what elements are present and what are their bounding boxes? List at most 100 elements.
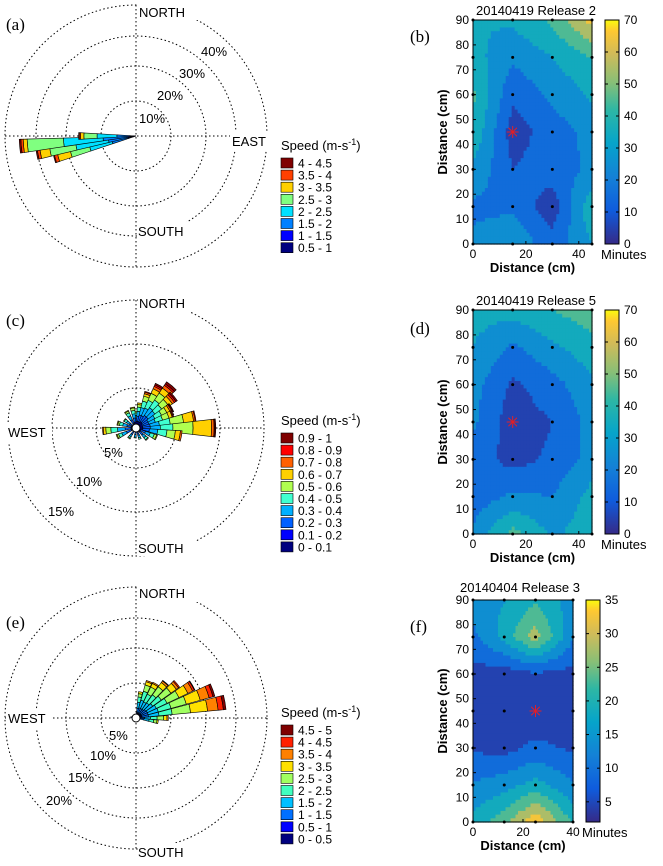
chart-title-b: 20140419 Release 2 [476,3,596,18]
y-tick-label: 0 [462,237,469,251]
legend-swatch [281,206,293,216]
panel-label-b: (b) [410,27,430,46]
windrose-petals-a [19,133,136,163]
calm-circle [132,424,140,432]
sample-point [551,56,554,59]
y-axis-label: Distance (cm) [435,89,450,174]
ring-label: 40% [201,44,227,59]
petal-segment [157,429,167,436]
ring-label: 5% [104,445,123,460]
colorbar-tick-label: 60 [624,45,638,59]
colorbar-label: Minutes [601,247,647,262]
x-tick-label: 40 [572,247,586,261]
colorbar-tick-label: 10 [624,205,638,219]
y-tick-label: 40 [456,137,470,151]
ring-label: 10% [139,111,165,126]
sample-point [551,168,554,171]
y-tick-label: 90 [456,13,470,27]
colorbar-tick-label: 20 [624,173,638,187]
legend-swatch [281,433,293,443]
release-point-marker [507,126,519,138]
petal-segment [111,427,118,433]
legend-swatch [281,457,293,467]
colorbar-tick-label: 40 [624,109,638,123]
legend-swatch [281,182,293,192]
chart-title-d: 20140419 Release 5 [476,293,596,308]
compass-south-a: SOUTH [138,224,184,239]
legend-swatch [281,445,293,455]
ring-label: 30% [179,66,205,81]
compass-north-c: NORTH [139,296,185,311]
panel-d-heatmap: (d) 20140419 Release 5 01020304050607080… [410,293,647,565]
y-tick-label: 60 [456,88,470,102]
legend-swatch [281,494,293,504]
legend-swatch [281,469,293,479]
compass-west-c: WEST [8,425,46,440]
petal-segment [84,133,97,139]
ring-labels-c: 5% 10% 15% [48,445,123,519]
legend-label: 0 - 0.1 [298,540,332,554]
legend-swatch [281,518,293,528]
x-tick-label: 0 [470,247,477,261]
ring-label: 15% [48,504,74,519]
legend-swatch [281,170,293,180]
petal-segment [81,133,84,140]
legend-title: Speed (m-s-1) [281,137,361,153]
compass-east-a: EAST [232,134,266,149]
legend-swatch [281,158,293,168]
petal-segment [134,437,136,438]
sample-point [511,168,514,171]
ring-label: 10% [76,474,102,489]
sample-point [551,93,554,96]
speed-legend-a: Speed (m-s-1)4 - 4.53.5 - 43 - 3.52.5 - … [281,137,361,255]
legend-swatch [281,219,293,229]
sample-point [511,56,514,59]
sample-point [511,205,514,208]
legend-swatch [281,231,293,241]
petal-segment [106,427,112,434]
y-tick-label: 20 [456,187,470,201]
y-tick-label: 30 [456,162,470,176]
ring-label: 20% [157,88,183,103]
compass-north-a: NORTH [139,5,185,20]
speed-legend-c: Speed (m-s-1)0.9 - 10.8 - 0.90.7 - 0.80.… [281,412,361,554]
y-tick-label: 80 [456,38,470,52]
sample-point [511,93,514,96]
panel-label-a: (a) [6,15,25,34]
legend-swatch [281,530,293,540]
panel-c-windrose: (c) NORTH SOUTH WEST 5% 10% 15% Speed (m… [6,294,361,556]
legend-swatch [281,243,293,253]
y-tick-label: 50 [456,113,470,127]
petal-segment [130,136,134,137]
colorbar-tick-label: 50 [624,77,638,91]
compass-south-c: SOUTH [138,541,184,556]
petal-segment [79,133,80,140]
legend-swatch [281,506,293,516]
legend-swatch [281,542,293,552]
windrose-petals-c [102,382,215,441]
y-tick-label: 10 [456,212,470,226]
y-tick-label: 70 [456,63,470,77]
colorbar [605,20,619,244]
ring-labels-a: 10% 20% 30% 40% [139,44,227,126]
legend-title: Speed (m-s-1) [281,412,361,428]
colorbar-tick-label: 30 [624,141,638,155]
legend-swatch [281,481,293,491]
panel-a-windrose: (a) NORTH SOUTH EAST 10% 20% 30% 40% Spe… [5,2,361,267]
panel-label-c: (c) [6,311,25,330]
petal-segment [118,428,126,432]
panel-b-heatmap: (b) 20140419 Release 2 0 10 20 30 40 50 60 70 80… [410,3,647,275]
colorbar-tick-label: 70 [624,13,638,27]
sample-point [551,205,554,208]
petal-segment [193,419,212,436]
legend-label: 0.5 - 1 [298,241,332,255]
x-axis-label: Distance (cm) [490,260,575,275]
x-tick-label: 20 [519,247,533,261]
sample-point [551,131,554,134]
petal-segment [138,437,141,439]
legend-swatch [281,194,293,204]
panel-label-d: (d) [410,319,430,338]
